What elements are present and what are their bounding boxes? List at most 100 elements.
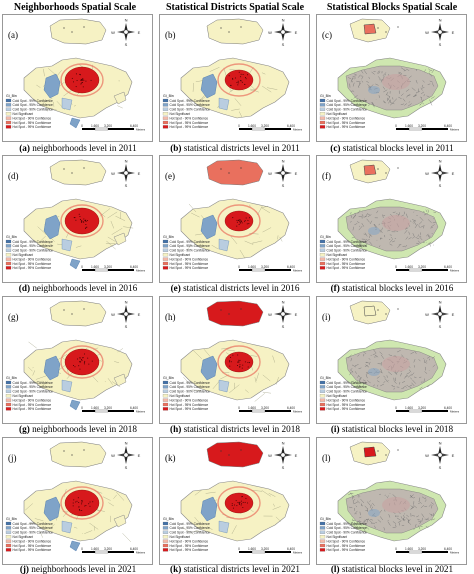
panel-caption: (l) statistical blocks level in 2021	[314, 564, 470, 574]
svg-text:Cold Spot - 99% Confidence: Cold Spot - 99% Confidence	[170, 381, 210, 385]
svg-text:Meters: Meters	[450, 127, 460, 131]
svg-text:0: 0	[238, 547, 240, 551]
legend-entry: Cold Spot - 95% Confidence	[320, 103, 367, 107]
svg-text:W: W	[268, 30, 272, 35]
panel-caption: (i) statistical blocks level in 2018	[314, 424, 470, 434]
svg-text:3,200: 3,200	[418, 406, 426, 410]
svg-text:Hot Spot - 99% Confidence: Hot Spot - 99% Confidence	[170, 407, 209, 411]
svg-text:1,600: 1,600	[91, 406, 99, 410]
legend-entry: Hot Spot - 90% Confidence	[6, 539, 51, 543]
inset-overview	[50, 301, 106, 326]
legend-entry: Hot Spot - 99% Confidence	[163, 407, 208, 411]
svg-text:Hot Spot - 90% Confidence: Hot Spot - 90% Confidence	[327, 116, 366, 120]
svg-text:N: N	[282, 159, 285, 164]
svg-text:Meters: Meters	[450, 268, 460, 272]
svg-text:Hot Spot - 90% Confidence: Hot Spot - 90% Confidence	[13, 398, 52, 402]
svg-text:Hot Spot - 95% Confidence: Hot Spot - 95% Confidence	[327, 544, 366, 548]
svg-text:Cold Spot - 90% Confidence: Cold Spot - 90% Confidence	[13, 249, 53, 253]
svg-text:Hot Spot - 95% Confidence: Hot Spot - 95% Confidence	[327, 121, 366, 125]
svg-text:Not Significant: Not Significant	[170, 112, 191, 116]
svg-text:Cold Spot - 90% Confidence: Cold Spot - 90% Confidence	[327, 531, 367, 535]
svg-text:E: E	[452, 30, 455, 35]
legend-entry: Hot Spot - 99% Confidence	[163, 125, 208, 129]
svg-text:Not Significant: Not Significant	[327, 535, 348, 539]
legend-entry: Hot Spot - 99% Confidence	[320, 407, 365, 411]
svg-text:Cold Spot - 95% Confidence: Cold Spot - 95% Confidence	[13, 385, 53, 389]
svg-text:Cold Spot - 95% Confidence: Cold Spot - 95% Confidence	[13, 103, 53, 107]
svg-text:W: W	[425, 30, 429, 35]
svg-text:Hot Spot - 95% Confidence: Hot Spot - 95% Confidence	[170, 403, 209, 407]
svg-text:Hot Spot - 90% Confidence: Hot Spot - 90% Confidence	[327, 257, 366, 261]
legend-entry: Cold Spot - 99% Confidence	[163, 381, 210, 385]
panel-caption: (h) statistical districts level in 2018	[157, 424, 313, 434]
svg-text:Hot Spot - 99% Confidence: Hot Spot - 99% Confidence	[170, 125, 209, 129]
svg-text:Cold Spot - 90% Confidence: Cold Spot - 90% Confidence	[170, 390, 210, 394]
panel-caption: (e) statistical districts level in 2016	[157, 283, 313, 293]
svg-text:Cold Spot - 90% Confidence: Cold Spot - 90% Confidence	[327, 390, 367, 394]
svg-text:Hot Spot - 90% Confidence: Hot Spot - 90% Confidence	[170, 257, 209, 261]
legend-entry: Hot Spot - 95% Confidence	[163, 121, 208, 125]
svg-text:0: 0	[81, 124, 83, 128]
svg-text:E: E	[452, 171, 455, 176]
panel-caption: (a) neighborhoods level in 2011	[0, 143, 156, 153]
inset-overview	[207, 301, 263, 326]
hot-spot-cluster	[225, 70, 253, 90]
svg-text:1,600: 1,600	[405, 406, 413, 410]
svg-text:Cold Spot - 95% Confidence: Cold Spot - 95% Confidence	[170, 103, 210, 107]
svg-text:Cold Spot - 90% Confidence: Cold Spot - 90% Confidence	[327, 108, 367, 112]
svg-text:S: S	[125, 42, 128, 47]
svg-text:W: W	[111, 453, 115, 458]
legend-entry: Hot Spot - 99% Confidence	[320, 548, 365, 552]
svg-text:3,200: 3,200	[418, 265, 426, 269]
svg-text:Not Significant: Not Significant	[170, 394, 191, 398]
legend-entry: Cold Spot - 90% Confidence	[6, 108, 53, 112]
svg-text:W: W	[268, 453, 272, 458]
svg-text:E: E	[452, 453, 455, 458]
svg-text:Cold Spot - 99% Confidence: Cold Spot - 99% Confidence	[13, 240, 53, 244]
svg-text:S: S	[282, 324, 285, 329]
legend-entry: Cold Spot - 90% Confidence	[6, 390, 53, 394]
panel-label: (b)	[165, 30, 176, 40]
panel-caption: (c) statistical blocks level in 2011	[314, 143, 470, 153]
svg-text:3,200: 3,200	[261, 547, 269, 551]
svg-text:Hot Spot - 99% Confidence: Hot Spot - 99% Confidence	[13, 407, 52, 411]
legend-entry: Cold Spot - 99% Confidence	[320, 381, 367, 385]
svg-text:1,600: 1,600	[248, 547, 256, 551]
svg-text:Hot Spot - 90% Confidence: Hot Spot - 90% Confidence	[13, 539, 52, 543]
svg-text:Hot Spot - 90% Confidence: Hot Spot - 90% Confidence	[170, 398, 209, 402]
svg-text:0: 0	[395, 265, 397, 269]
svg-text:Gi_Bin: Gi_Bin	[6, 376, 17, 380]
svg-text:Cold Spot - 95% Confidence: Cold Spot - 95% Confidence	[13, 526, 53, 530]
svg-text:3,200: 3,200	[418, 547, 426, 551]
svg-text:W: W	[111, 30, 115, 35]
legend-entry: Cold Spot - 99% Confidence	[6, 522, 53, 526]
svg-text:Not Significant: Not Significant	[327, 394, 348, 398]
svg-text:3,200: 3,200	[104, 265, 112, 269]
svg-text:Not Significant: Not Significant	[170, 535, 191, 539]
svg-text:Cold Spot - 99% Confidence: Cold Spot - 99% Confidence	[170, 99, 210, 103]
svg-text:Hot Spot - 95% Confidence: Hot Spot - 95% Confidence	[13, 262, 52, 266]
hot-spot-cluster	[65, 490, 99, 516]
svg-text:Hot Spot - 95% Confidence: Hot Spot - 95% Confidence	[170, 544, 209, 548]
svg-text:Cold Spot - 90% Confidence: Cold Spot - 90% Confidence	[170, 531, 210, 535]
svg-text:S: S	[439, 183, 442, 188]
panel-label: (g)	[8, 312, 19, 322]
svg-text:Cold Spot - 95% Confidence: Cold Spot - 95% Confidence	[327, 385, 367, 389]
legend-entry: Hot Spot - 99% Confidence	[163, 266, 208, 270]
panel-caption: (b) statistical districts level in 2011	[157, 143, 313, 153]
legend-entry: Cold Spot - 90% Confidence	[6, 249, 53, 253]
svg-text:Gi_Bin: Gi_Bin	[6, 94, 17, 98]
svg-text:S: S	[439, 324, 442, 329]
